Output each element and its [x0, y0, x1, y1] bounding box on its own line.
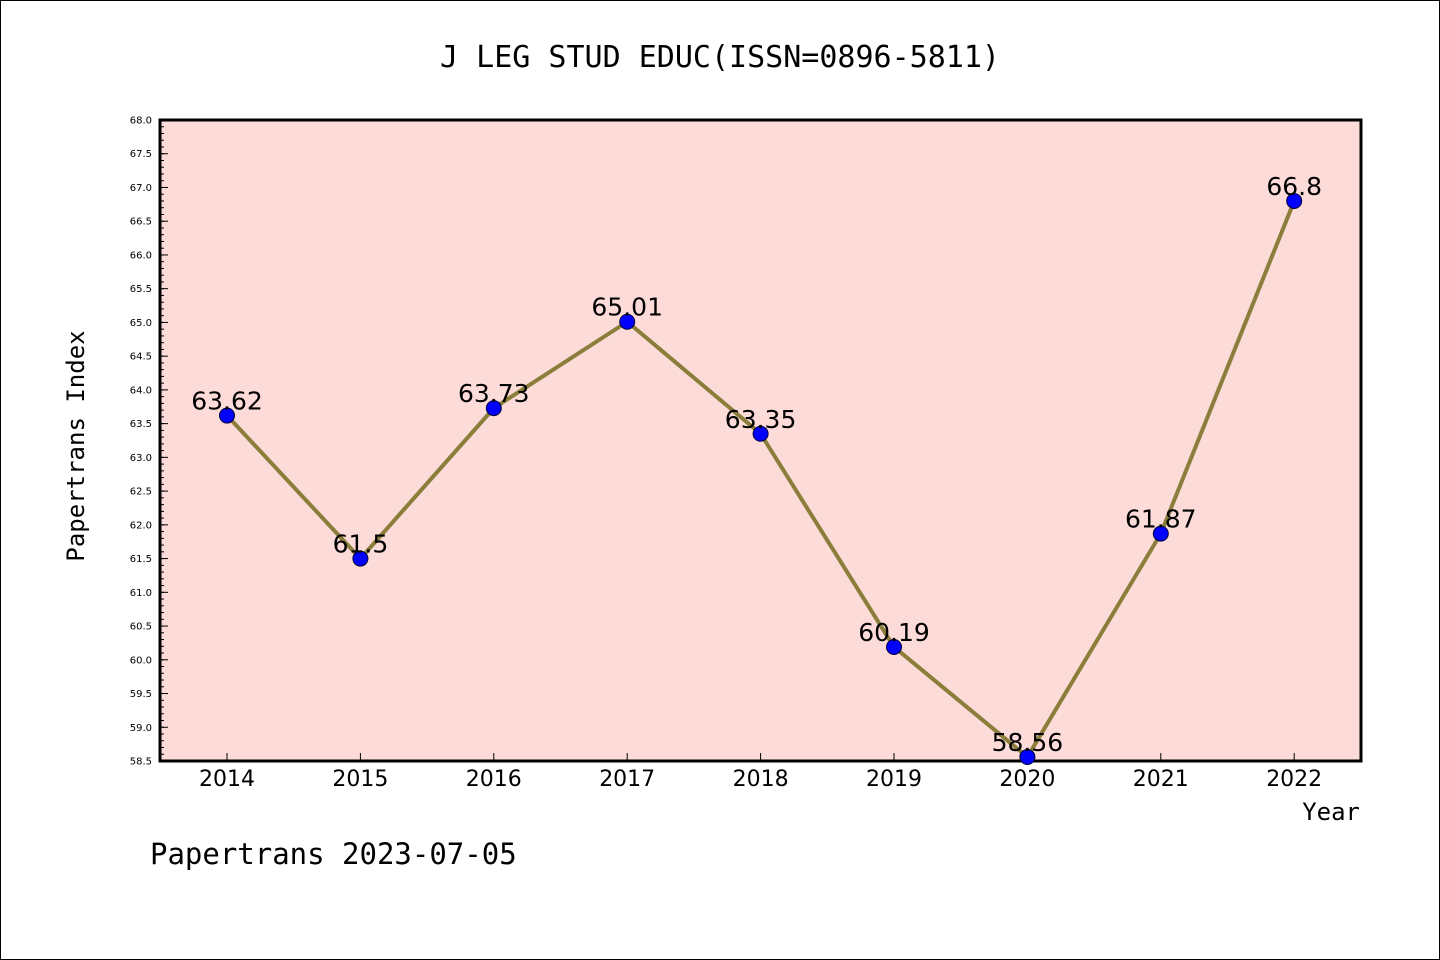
data-point — [1286, 192, 1303, 209]
y-axis-label: Papertrans Index — [62, 330, 90, 561]
y-tick-label: 61.0 — [130, 588, 152, 599]
data-label: 65.01 — [591, 293, 663, 322]
y-tick-label: 64.0 — [130, 385, 152, 396]
x-tick-label: 2022 — [1266, 767, 1322, 792]
data-label: 58.56 — [992, 728, 1064, 757]
data-label: 63.62 — [191, 387, 263, 416]
x-tick-label: 2014 — [199, 767, 255, 792]
data-label: 61.5 — [333, 530, 389, 559]
y-tick-label: 67.5 — [130, 149, 152, 160]
data-label: 60.19 — [858, 618, 930, 647]
data-label: 63.73 — [458, 379, 530, 408]
data-markers — [219, 192, 1303, 765]
x-tick-label: 2019 — [866, 767, 922, 792]
y-tick-label: 68.0 — [130, 116, 152, 127]
data-label: 61.87 — [1125, 505, 1197, 534]
y-tick-label: 60.5 — [130, 622, 152, 633]
data-label: 66.8 — [1266, 172, 1322, 201]
x-axis-label: Year — [1302, 798, 1360, 826]
data-point — [352, 550, 369, 567]
y-tick-label: 65.0 — [130, 318, 152, 329]
x-tick-label: 2021 — [1133, 767, 1189, 792]
y-tick-label: 66.0 — [130, 250, 152, 261]
chart-title: J LEG STUD EDUC(ISSN=0896-5811) — [440, 40, 1000, 75]
y-tick-label: 63.5 — [130, 419, 152, 430]
y-tick-label: 60.0 — [130, 655, 152, 666]
y-tick-label: 66.5 — [130, 217, 152, 228]
y-tick-label: 62.5 — [130, 487, 152, 498]
data-point — [1152, 525, 1169, 542]
data-label: 63.35 — [725, 405, 797, 434]
y-axis: 58.5 59.0 59.5 60.0 60.5 61.0 61.5 62.0 62.5 63.0… — [130, 116, 168, 768]
data-point — [485, 400, 502, 417]
y-tick-label: 58.5 — [130, 757, 152, 768]
y-tick-label: 62.0 — [130, 520, 152, 531]
footer-credit: Papertrans 2023-07-05 — [150, 837, 517, 871]
y-tick-label: 59.5 — [130, 689, 152, 700]
data-point — [219, 407, 235, 424]
y-tick-label: 64.5 — [130, 352, 152, 363]
x-tick-label: 2018 — [733, 767, 789, 792]
y-tick-label: 63.0 — [130, 453, 152, 464]
x-axis: 2014 2015 2016 2017 2018 2019 2020 2021 2022 — [199, 753, 1322, 792]
x-tick-label: 2016 — [466, 767, 522, 792]
x-tick-label: 2017 — [599, 767, 655, 792]
data-labels: 63.62 61.5 63.73 65.01 63.35 60.19 58.56 61.87 6… — [191, 172, 1322, 757]
y-tick-label: 65.5 — [130, 284, 152, 295]
y-tick-label: 59.0 — [130, 723, 152, 734]
data-point — [1019, 748, 1036, 765]
y-tick-label: 67.0 — [130, 183, 152, 194]
y-tick-label: 61.5 — [130, 554, 152, 565]
data-point — [886, 638, 902, 655]
x-tick-label: 2015 — [332, 767, 388, 792]
data-point — [619, 313, 636, 330]
data-point — [752, 425, 769, 442]
x-tick-label: 2020 — [999, 767, 1055, 792]
